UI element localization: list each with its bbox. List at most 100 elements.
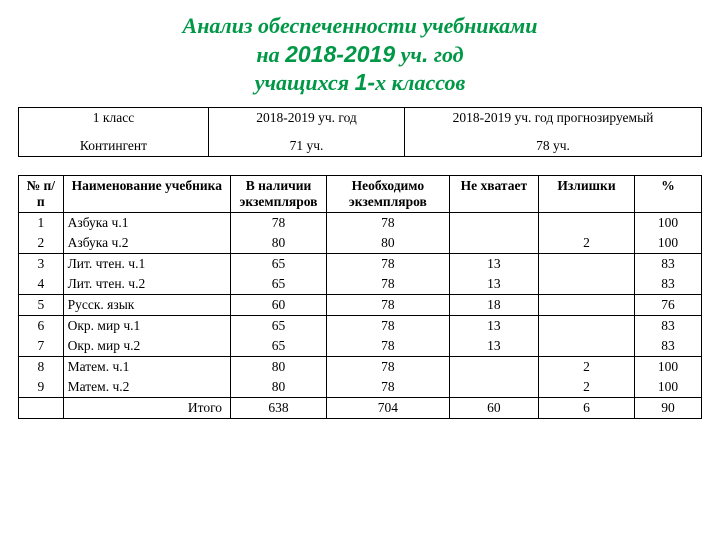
cell-name: Азбука ч.1 [63, 213, 230, 234]
cell-extra [539, 213, 635, 234]
cell-name: Окр. мир ч.2 [63, 336, 230, 357]
cell-lack: 13 [449, 274, 538, 295]
header-extra: Излишки [539, 176, 635, 213]
cell-need: 78 [326, 377, 449, 398]
cell-extra: 2 [539, 357, 635, 378]
table-row: 9Матем. ч.280782100 [19, 377, 702, 398]
total-lack: 60 [449, 398, 538, 419]
cell-have: 80 [231, 233, 327, 254]
cell-lack: 13 [449, 254, 538, 275]
cell-have: 65 [231, 254, 327, 275]
header-name: Наименование учебника [63, 176, 230, 213]
cell-have: 78 [231, 213, 327, 234]
cell-num: 5 [19, 295, 64, 316]
cell-need: 78 [326, 274, 449, 295]
cell-have: 65 [231, 316, 327, 337]
cell-lack: 18 [449, 295, 538, 316]
table-row: 4Лит. чтен. ч.2657813 83 [19, 274, 702, 295]
table-row: 7Окр. мир ч.2657813 83 [19, 336, 702, 357]
title-line-3: учащихся 1-х классов [18, 68, 702, 97]
summary-col1-top: 1 класс [19, 108, 209, 129]
cell-name: Азбука ч.2 [63, 233, 230, 254]
summary-col3-top: 2018-2019 уч. год прогнозируемый [405, 108, 702, 129]
total-label: Итого [63, 398, 230, 419]
total-num [19, 398, 64, 419]
summary-col2-top: 2018-2019 уч. год [209, 108, 405, 129]
cell-name: Лит. чтен. ч.2 [63, 274, 230, 295]
total-have: 638 [231, 398, 327, 419]
cell-pct: 100 [634, 377, 701, 398]
cell-lack: 13 [449, 336, 538, 357]
cell-name: Окр. мир ч.1 [63, 316, 230, 337]
cell-lack [449, 233, 538, 254]
cell-num: 3 [19, 254, 64, 275]
cell-extra [539, 274, 635, 295]
cell-need: 78 [326, 295, 449, 316]
cell-have: 60 [231, 295, 327, 316]
cell-extra: 2 [539, 233, 635, 254]
summary-table: 1 класс 2018-2019 уч. год 2018-2019 уч. … [18, 107, 702, 157]
summary-row-bot: Контингент 71 уч. 78 уч. [19, 136, 702, 157]
header-have: В наличии экземпляров [231, 176, 327, 213]
table-row: 2Азбука ч.280802100 [19, 233, 702, 254]
page-title: Анализ обеспеченности учебниками на 2018… [18, 12, 702, 97]
cell-lack [449, 377, 538, 398]
cell-pct: 83 [634, 316, 701, 337]
cell-have: 80 [231, 357, 327, 378]
cell-need: 78 [326, 357, 449, 378]
cell-need: 78 [326, 213, 449, 234]
cell-extra [539, 316, 635, 337]
title-line2-year: 2018-2019 [285, 41, 395, 67]
cell-have: 65 [231, 336, 327, 357]
cell-name: Лит. чтен. ч.1 [63, 254, 230, 275]
cell-num: 9 [19, 377, 64, 398]
cell-have: 65 [231, 274, 327, 295]
header-row: № п/п Наименование учебника В наличии эк… [19, 176, 702, 213]
cell-have: 80 [231, 377, 327, 398]
data-table: № п/п Наименование учебника В наличии эк… [18, 175, 702, 419]
cell-num: 7 [19, 336, 64, 357]
header-pct: % [634, 176, 701, 213]
total-pct: 90 [634, 398, 701, 419]
cell-need: 78 [326, 316, 449, 337]
cell-num: 1 [19, 213, 64, 234]
table-row: 1Азбука ч.17878100 [19, 213, 702, 234]
cell-name: Матем. ч.1 [63, 357, 230, 378]
cell-need: 78 [326, 336, 449, 357]
cell-pct: 83 [634, 336, 701, 357]
title-line2-post: уч [395, 42, 422, 67]
table-row: 8Матем. ч.180782100 [19, 357, 702, 378]
cell-num: 4 [19, 274, 64, 295]
table-row: 6Окр. мир ч.1657813 83 [19, 316, 702, 337]
title-line3-big: 1- [355, 69, 375, 95]
summary-col1-bot: Контингент [19, 136, 209, 157]
header-lack: Не хватает [449, 176, 538, 213]
cell-pct: 83 [634, 274, 701, 295]
summary-row-top: 1 класс 2018-2019 уч. год 2018-2019 уч. … [19, 108, 702, 129]
cell-num: 6 [19, 316, 64, 337]
total-extra: 6 [539, 398, 635, 419]
cell-pct: 100 [634, 233, 701, 254]
cell-num: 8 [19, 357, 64, 378]
cell-need: 78 [326, 254, 449, 275]
cell-pct: 83 [634, 254, 701, 275]
cell-extra [539, 254, 635, 275]
title-line3-post: х классов [375, 70, 465, 95]
table-row: 3Лит. чтен. ч.1657813 83 [19, 254, 702, 275]
title-line2-end: год [428, 42, 463, 67]
cell-extra: 2 [539, 377, 635, 398]
cell-num: 2 [19, 233, 64, 254]
cell-lack [449, 357, 538, 378]
cell-lack: 13 [449, 316, 538, 337]
table-row: 5Русск. язык60781876 [19, 295, 702, 316]
cell-lack [449, 213, 538, 234]
cell-pct: 100 [634, 213, 701, 234]
cell-need: 80 [326, 233, 449, 254]
cell-name: Русск. язык [63, 295, 230, 316]
cell-extra [539, 336, 635, 357]
title-line-2: на 2018-2019 уч. год [18, 40, 702, 69]
summary-col3-bot: 78 уч. [405, 136, 702, 157]
title-line2-pre: на [256, 42, 285, 67]
header-num: № п/п [19, 176, 64, 213]
title-line3-pre: учащихся [255, 70, 355, 95]
